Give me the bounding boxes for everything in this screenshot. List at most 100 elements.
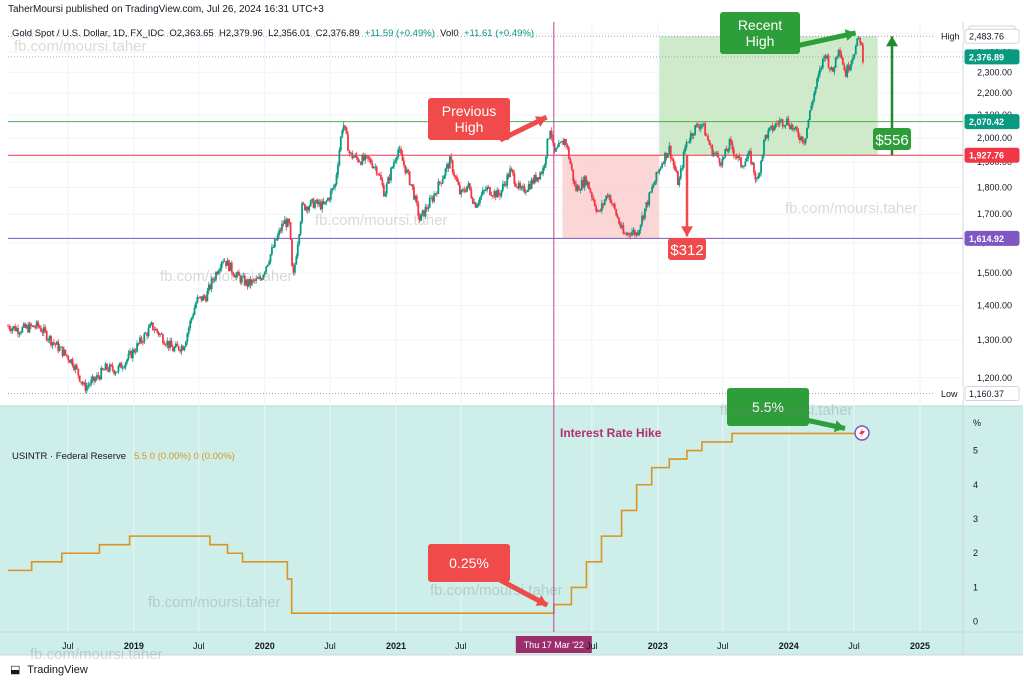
candle-body <box>715 152 718 154</box>
candle-body <box>301 203 303 223</box>
candle-body <box>725 149 728 152</box>
candle-body <box>239 275 242 283</box>
candle-body <box>121 367 124 369</box>
candle-body <box>585 176 587 185</box>
candle-body <box>390 168 392 181</box>
price-label-text: 1,927.76 <box>969 151 1004 161</box>
time-tick-label: 2020 <box>255 641 275 651</box>
candle-body <box>862 44 864 63</box>
price-tag-box <box>935 29 963 44</box>
candle-body <box>688 140 691 143</box>
candle-body <box>801 136 804 143</box>
rate-series-name[interactable]: USINTR · Federal Reserve <box>12 451 127 462</box>
candle-body <box>238 272 240 276</box>
candle-body <box>342 125 345 131</box>
candle-body <box>583 176 586 188</box>
candle-body <box>398 148 401 150</box>
crosshair: Thu 17 Mar '22 <box>515 22 592 653</box>
candle-body <box>552 137 554 143</box>
candle-body <box>415 196 418 203</box>
price-tick-label: 1,500.00 <box>977 268 1012 278</box>
candle-body <box>203 295 206 298</box>
candle-body <box>621 225 623 228</box>
candle-body <box>804 138 807 144</box>
candle-body <box>430 197 433 199</box>
candle-body <box>276 235 279 241</box>
candle-body <box>794 127 797 129</box>
candle-body <box>522 186 524 188</box>
rate-tick-label: 3 <box>973 514 978 524</box>
candle-body <box>126 359 128 363</box>
candle-body <box>542 168 544 174</box>
candle-body <box>557 142 560 147</box>
change-value: +11.59 (+0.49%) <box>364 28 435 39</box>
candle-body <box>186 333 189 342</box>
candle-body <box>31 325 34 327</box>
candle-body <box>702 123 705 125</box>
candle-body <box>447 164 450 169</box>
symbol-name[interactable]: Gold Spot / U.S. Dollar, 1D, FX_IDC <box>12 28 165 39</box>
candle-body <box>107 369 110 372</box>
candle-body <box>681 167 684 169</box>
candle-body <box>483 190 486 191</box>
candle-body <box>319 202 322 210</box>
watermark: fb.com/moursi.taher <box>30 646 163 663</box>
candle-body <box>206 290 209 302</box>
candle-body <box>269 254 272 263</box>
candle-body <box>440 182 443 184</box>
candle-body <box>233 275 236 278</box>
price-label-box <box>964 230 1020 246</box>
candle-body <box>648 192 651 206</box>
candle-body <box>529 184 532 189</box>
candle-body <box>655 171 658 182</box>
candle-body <box>625 233 628 235</box>
footer-brand[interactable]: TradingView <box>27 664 88 676</box>
candle-body <box>463 189 466 192</box>
candle-body <box>750 151 752 164</box>
candle-body <box>506 174 509 186</box>
candle-body <box>51 342 54 346</box>
candle-body <box>222 261 225 263</box>
candle-body <box>773 128 775 131</box>
candle-body <box>451 160 454 173</box>
tv-logo-icon[interactable]: ⬓ <box>10 664 21 676</box>
rate-tick-label: 5 <box>973 446 978 456</box>
rate-start-callout-box <box>428 544 510 582</box>
candle-body <box>662 163 665 165</box>
candle-body <box>623 233 626 235</box>
candle-body <box>288 219 291 223</box>
recent-high-callout-text: Recent <box>738 17 782 33</box>
candle-body <box>839 49 841 55</box>
candle-body <box>431 197 434 202</box>
candle-body <box>549 130 552 139</box>
time-tick-label: Jul <box>455 641 467 651</box>
candle-body <box>252 279 255 281</box>
candle-body <box>570 163 573 170</box>
candle-body <box>131 349 134 359</box>
candle-body <box>514 183 517 187</box>
candle-body <box>230 262 233 273</box>
candle-body <box>173 347 176 352</box>
rate-now-arrow-head <box>833 420 845 433</box>
candle-body <box>314 202 316 208</box>
rate-series-values: 5.5 0 (0.00%) 0 (0.00%) <box>133 451 235 462</box>
candle-body <box>380 175 382 181</box>
candle-body <box>45 331 48 341</box>
candle-body <box>325 200 328 202</box>
candle-body <box>854 45 857 55</box>
candle-body <box>100 368 103 380</box>
candle-body <box>745 158 748 162</box>
candle-body <box>368 158 371 160</box>
candle-body <box>163 343 166 345</box>
candle-body <box>641 215 643 225</box>
candle-body <box>98 376 101 380</box>
candle-body <box>764 134 767 140</box>
candle-body <box>354 154 357 157</box>
candle-body <box>486 186 489 191</box>
candle-body <box>196 297 199 303</box>
candle-body <box>349 152 352 154</box>
candle-body <box>694 125 697 135</box>
candle-body <box>652 185 655 188</box>
